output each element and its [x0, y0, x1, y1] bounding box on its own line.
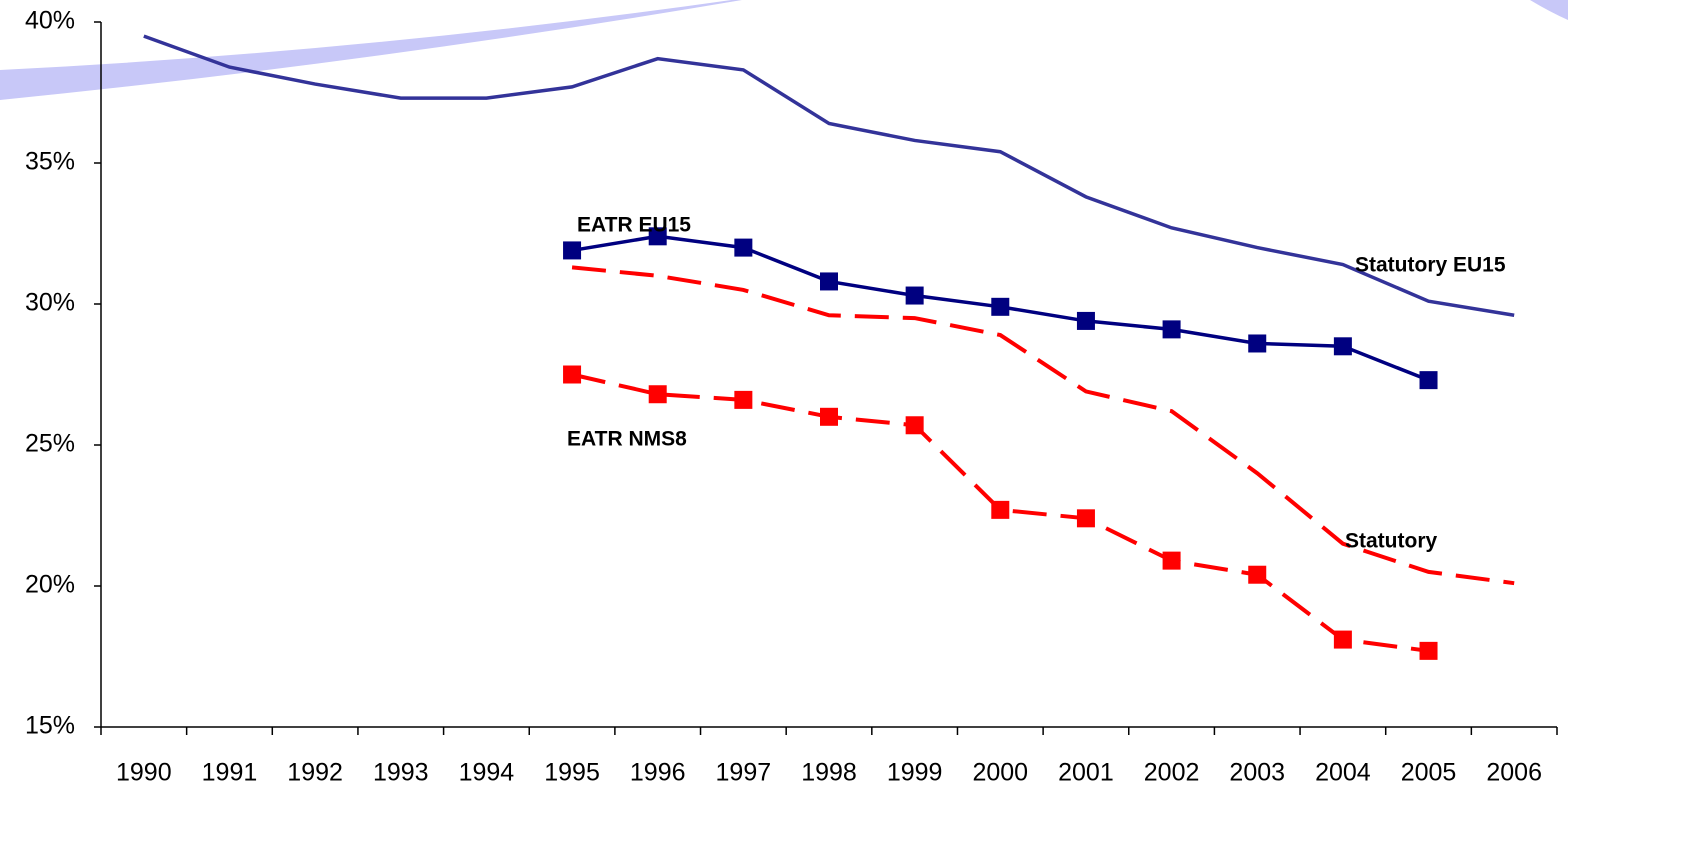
point-marker: [1076, 311, 1095, 330]
x-tick-label: 1997: [716, 759, 772, 787]
point-marker: [1076, 509, 1095, 528]
point-marker: [1162, 320, 1181, 339]
point-marker: [734, 390, 753, 409]
series-label: Statutory EU15: [1355, 254, 1506, 277]
series-line: [571, 265, 1515, 586]
point-marker: [1419, 371, 1438, 390]
y-tick-label: 15%: [25, 712, 75, 740]
point-marker: [1162, 551, 1181, 570]
point-marker: [820, 407, 838, 426]
x-tick-label: 2003: [1229, 759, 1285, 787]
x-tick-label: 2006: [1486, 759, 1542, 787]
decoration-swoosh: [0, 0, 742, 100]
y-tick-label: 20%: [25, 571, 75, 599]
point-marker: [648, 227, 667, 246]
point-marker: [563, 365, 582, 384]
y-tick-label: 25%: [25, 430, 75, 458]
x-tick-label: 1996: [630, 759, 686, 787]
series-line: [143, 34, 1515, 318]
point-marker: [820, 272, 838, 291]
series-label: EATR EU15: [577, 214, 691, 237]
point-marker: [905, 416, 924, 435]
decoration-swoosh: [1530, 0, 1568, 20]
series-label: EATR NMS8: [567, 428, 687, 451]
x-tick-label: 2000: [972, 759, 1028, 787]
x-tick-label: 1995: [544, 759, 600, 787]
point-marker: [1248, 565, 1267, 584]
point-marker: [734, 238, 753, 257]
series-label: Statutory: [1345, 530, 1437, 553]
point-marker: [1333, 630, 1352, 649]
x-tick-label: 1992: [287, 759, 343, 787]
point-marker: [991, 500, 1010, 519]
point-marker: [905, 286, 924, 305]
x-tick-label: 2004: [1315, 759, 1371, 787]
point-marker: [1333, 337, 1352, 356]
x-tick-label: 1998: [801, 759, 857, 787]
x-tick-label: 1999: [887, 759, 943, 787]
x-tick-label: 1991: [202, 759, 258, 787]
x-tick-label: 1990: [116, 759, 172, 787]
point-marker: [563, 241, 582, 260]
x-tick-label: 2005: [1401, 759, 1457, 787]
series-line: [571, 372, 1429, 653]
point-marker: [1419, 641, 1438, 660]
x-tick-label: 1993: [373, 759, 429, 787]
x-tick-label: 1994: [459, 759, 515, 787]
x-tick-label: 2001: [1058, 759, 1114, 787]
point-marker: [1248, 334, 1267, 353]
y-tick-label: 40%: [25, 7, 75, 35]
point-marker: [648, 385, 667, 404]
x-tick-label: 2002: [1144, 759, 1200, 787]
y-tick-label: 35%: [25, 148, 75, 176]
point-marker: [991, 297, 1010, 316]
y-tick-label: 30%: [25, 289, 75, 317]
